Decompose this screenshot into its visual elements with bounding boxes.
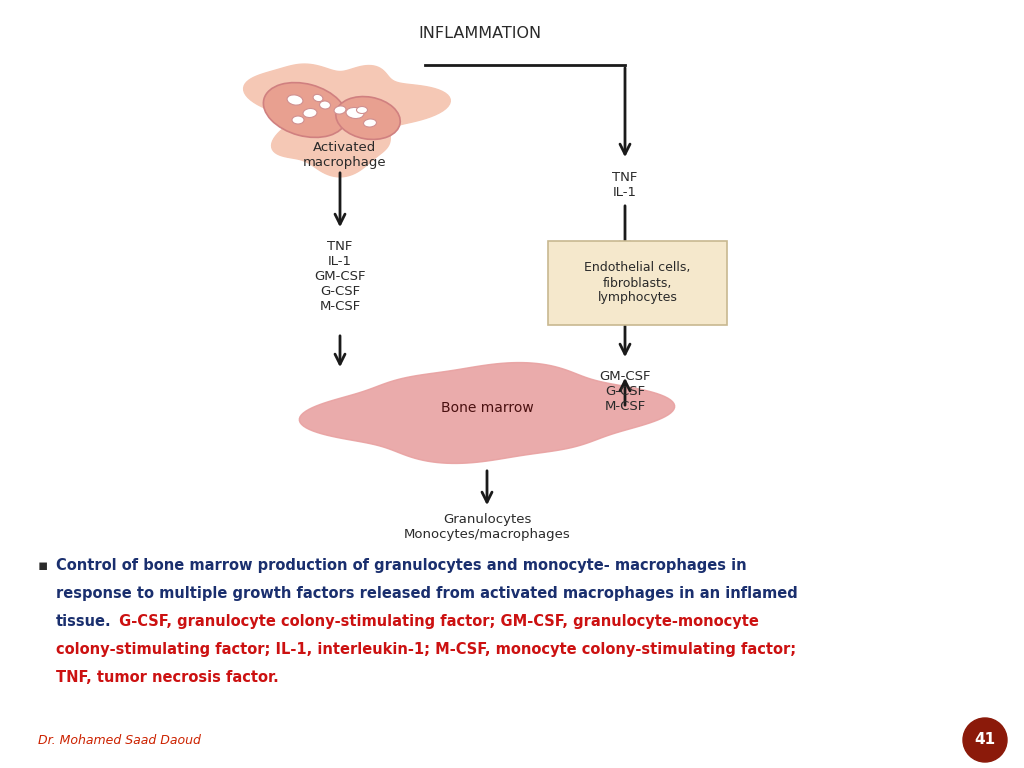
Text: TNF
IL-1
GM-CSF
G-CSF
M-CSF: TNF IL-1 GM-CSF G-CSF M-CSF [314, 240, 366, 313]
Ellipse shape [303, 108, 317, 118]
Ellipse shape [287, 95, 303, 105]
Ellipse shape [319, 101, 331, 109]
Polygon shape [244, 64, 451, 177]
Text: TNF
IL-1: TNF IL-1 [612, 171, 638, 199]
Text: Bone marrow: Bone marrow [440, 401, 534, 415]
Text: GM-CSF
G-CSF
M-CSF: GM-CSF G-CSF M-CSF [599, 370, 650, 413]
Ellipse shape [334, 106, 346, 114]
Text: Endothelial cells,
fibroblasts,
lymphocytes: Endothelial cells, fibroblasts, lymphocy… [585, 261, 690, 304]
Text: Activated
macrophage: Activated macrophage [303, 141, 387, 169]
Ellipse shape [292, 116, 304, 124]
Text: TNF, tumor necrosis factor.: TNF, tumor necrosis factor. [56, 670, 279, 685]
Ellipse shape [364, 119, 377, 127]
Text: Control of bone marrow production of granulocytes and monocyte- macrophages in: Control of bone marrow production of gra… [56, 558, 746, 573]
Text: INFLAMMATION: INFLAMMATION [419, 25, 542, 41]
FancyBboxPatch shape [548, 241, 727, 325]
Text: response to multiple growth factors released from activated macrophages in an in: response to multiple growth factors rele… [56, 586, 798, 601]
Text: 41: 41 [975, 733, 995, 747]
Text: G-CSF, granulocyte colony-stimulating factor; GM-CSF, granulocyte-monocyte: G-CSF, granulocyte colony-stimulating fa… [114, 614, 759, 629]
Text: Granulocytes
Monocytes/macrophages: Granulocytes Monocytes/macrophages [403, 513, 570, 541]
Polygon shape [299, 362, 675, 463]
Ellipse shape [263, 83, 346, 137]
Text: colony-stimulating factor; IL-1, interleukin-1; M-CSF, monocyte colony-stimulati: colony-stimulating factor; IL-1, interle… [56, 642, 796, 657]
Text: Dr. Mohamed Saad Daoud: Dr. Mohamed Saad Daoud [38, 733, 201, 746]
Text: tissue.: tissue. [56, 614, 112, 629]
Text: ▪: ▪ [38, 558, 48, 573]
Ellipse shape [336, 97, 400, 140]
Ellipse shape [346, 108, 364, 118]
Ellipse shape [356, 107, 368, 114]
Ellipse shape [313, 94, 323, 101]
Circle shape [963, 718, 1007, 762]
